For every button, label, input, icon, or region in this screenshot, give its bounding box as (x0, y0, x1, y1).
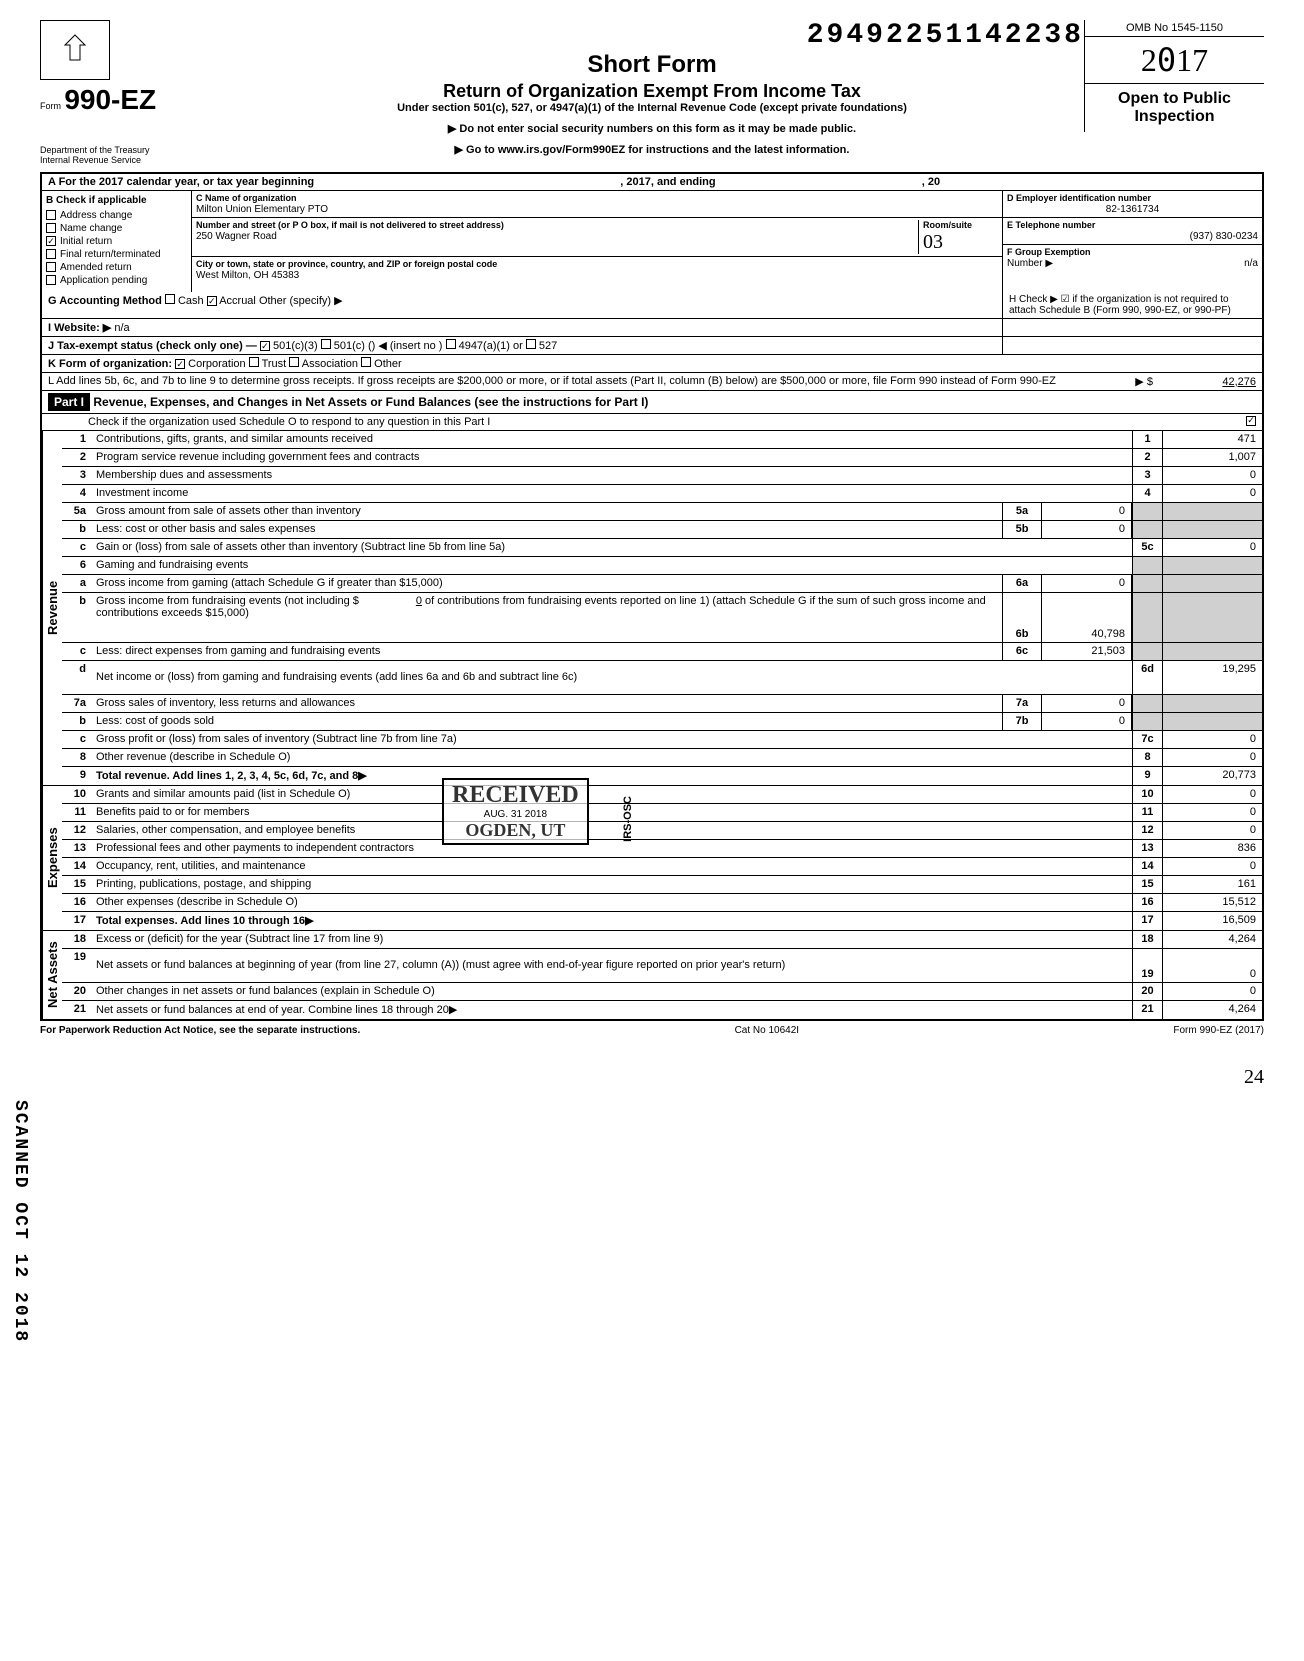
line15-value: 161 (1162, 876, 1262, 893)
expenses-label: Expenses (42, 786, 62, 930)
form-subtitle: Return of Organization Exempt From Incom… (220, 81, 1084, 102)
section-l: L Add lines 5b, 6c, and 7b to line 9 to … (42, 373, 1262, 390)
part1-header: Part I Revenue, Expenses, and Changes in… (42, 391, 1262, 414)
line13-value: 836 (1162, 840, 1262, 857)
application-pending-checkbox[interactable] (46, 275, 56, 285)
schedule-o-checkbox[interactable]: ✓ (1246, 416, 1256, 426)
line9-value: 20,773 (1162, 767, 1262, 785)
line4-value: 0 (1162, 485, 1262, 502)
line10-value: 0 (1162, 786, 1262, 803)
form-header: Form 990-EZ Department of the Treasury I… (40, 20, 1264, 166)
form-id-footer: Form 990-EZ (2017) (1173, 1025, 1264, 1036)
name-change-checkbox[interactable] (46, 223, 56, 233)
line16-value: 15,512 (1162, 894, 1262, 911)
page-footer: For Paperwork Reduction Act Notice, see … (40, 1021, 1264, 1036)
group-exemption: n/a (1244, 258, 1258, 269)
line6a-value: 0 (1042, 575, 1132, 592)
line1-value: 471 (1162, 431, 1262, 448)
line18-value: 4,264 (1162, 931, 1262, 948)
revenue-label: Revenue (42, 431, 62, 785)
goto-url: ▶ Go to www.irs.gov/Form990EZ for instru… (220, 143, 1084, 156)
document-locator-number: 29492251142238 (807, 20, 1084, 51)
line14-value: 0 (1162, 858, 1262, 875)
line3-value: 0 (1162, 467, 1262, 484)
line5c-value: 0 (1162, 539, 1262, 556)
line7c-value: 0 (1162, 731, 1262, 748)
handwritten-page-number: 24 (1244, 1066, 1264, 1088)
line7a-value: 0 (1042, 695, 1132, 712)
dept-irs: Internal Revenue Service (40, 156, 220, 166)
line6c-value: 21,503 (1042, 643, 1132, 660)
irs-osc-stamp: IRS-OSC (622, 796, 634, 842)
scanned-stamp: SCANNED OCT 12 2018 (10, 1100, 30, 1343)
under-section: Under section 501(c), 527, or 4947(a)(1)… (220, 102, 1084, 114)
line17-value: 16,509 (1162, 912, 1262, 930)
line5a-value: 0 (1042, 503, 1132, 520)
527-checkbox[interactable] (526, 339, 536, 349)
accrual-checkbox[interactable]: ✓ (207, 296, 217, 306)
net-assets-label: Net Assets (42, 931, 62, 1019)
section-c-org-info: C Name of organizationMilton Union Eleme… (192, 191, 1002, 292)
line5b-value: 0 (1042, 521, 1132, 538)
other-org-checkbox[interactable] (361, 357, 371, 367)
ssn-warning: ▶ Do not enter social security numbers o… (220, 122, 1084, 135)
cash-checkbox[interactable] (165, 294, 175, 304)
section-i: I Website: ▶ n/a (42, 319, 1002, 336)
address-change-checkbox[interactable] (46, 210, 56, 220)
section-b-header: B Check if applicable (46, 195, 187, 206)
line20-value: 0 (1162, 983, 1262, 1000)
corporation-checkbox[interactable]: ✓ (175, 359, 185, 369)
line8-value: 0 (1162, 749, 1262, 766)
section-k: K Form of organization: ✓ Corporation Tr… (42, 355, 1262, 372)
irs-eagle-logo (40, 20, 110, 80)
line6b-value: 40,798 (1042, 593, 1132, 642)
4947-checkbox[interactable] (446, 339, 456, 349)
line2-value: 1,007 (1162, 449, 1262, 466)
section-h: H Check ▶ ☑ if the organization is not r… (1002, 292, 1262, 318)
line7b-value: 0 (1042, 713, 1132, 730)
open-to-public: Open to Public Inspection (1085, 84, 1264, 132)
org-city-state-zip: West Milton, OH 45383 (196, 270, 299, 281)
omb-number: OMB No 1545-1150 (1085, 20, 1264, 37)
form-title: Short Form (220, 51, 1084, 79)
association-checkbox[interactable] (289, 357, 299, 367)
schedule-o-check-text: Check if the organization used Schedule … (48, 416, 1246, 428)
phone: (937) 830-0234 (1007, 231, 1258, 242)
amended-return-checkbox[interactable] (46, 262, 56, 272)
received-stamp: RECEIVED AUG. 31 2018 OGDEN, UT (442, 778, 589, 845)
section-b-checkboxes: B Check if applicable Address change Nam… (42, 191, 192, 292)
section-g: G Accounting Method Cash ✓ Accrual Other… (42, 292, 1002, 318)
trust-checkbox[interactable] (249, 357, 259, 367)
gross-receipts: 42,276 (1156, 376, 1256, 388)
section-d-e-f: D Employer identification number82-13617… (1002, 191, 1262, 292)
initial-return-checkbox[interactable]: ✓ (46, 236, 56, 246)
paperwork-notice: For Paperwork Reduction Act Notice, see … (40, 1025, 360, 1036)
room-suite-handwritten: 03 (923, 231, 943, 253)
form-body: A For the 2017 calendar year, or tax yea… (40, 172, 1264, 1021)
final-return-checkbox[interactable] (46, 249, 56, 259)
form-prefix: Form (40, 101, 61, 111)
ein: 82-1361734 (1007, 204, 1258, 215)
501c3-checkbox[interactable]: ✓ (260, 341, 270, 351)
org-address: 250 Wagner Road (196, 231, 277, 242)
line12-value: 0 (1162, 822, 1262, 839)
org-name: Milton Union Elementary PTO (196, 204, 328, 215)
catalog-number: Cat No 10642I (735, 1025, 800, 1036)
501c-checkbox[interactable] (321, 339, 331, 349)
line6d-value: 19,295 (1162, 661, 1262, 694)
form-number: 990-EZ (64, 84, 156, 115)
line19-value: 0 (1162, 949, 1262, 982)
section-a-tax-year: A For the 2017 calendar year, or tax yea… (42, 174, 1262, 191)
line21-value: 4,264 (1162, 1001, 1262, 1019)
line11-value: 0 (1162, 804, 1262, 821)
tax-year: 20201717 (1085, 37, 1264, 84)
section-j: J Tax-exempt status (check only one) — ✓… (42, 337, 1002, 354)
